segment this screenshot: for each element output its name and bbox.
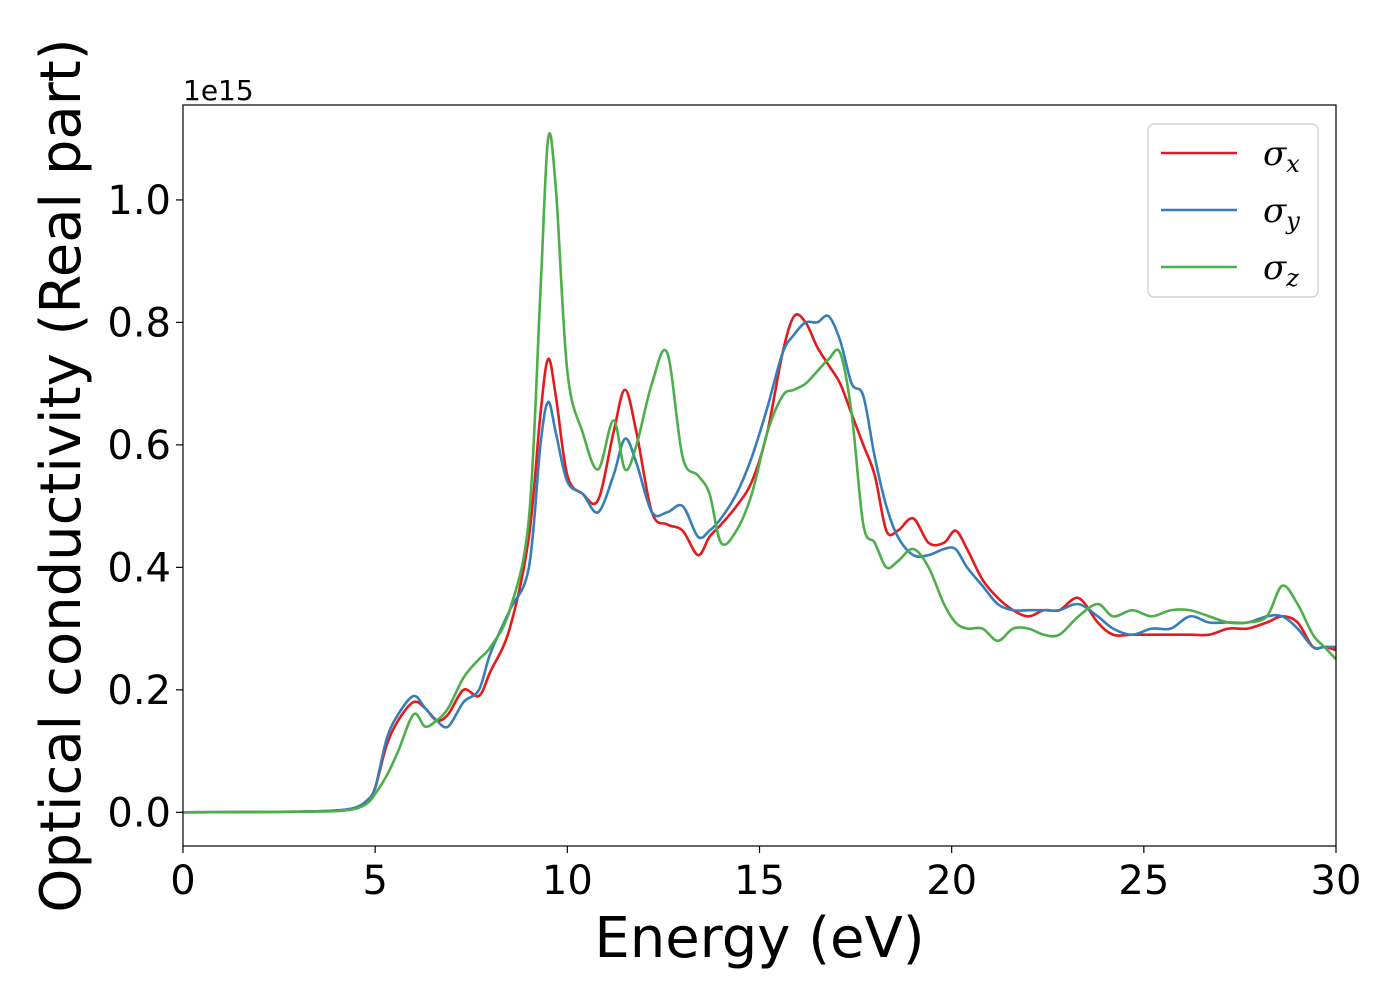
y-axis-title: Optical conductivity (Real part) [29, 38, 94, 912]
series-line-y [182, 314, 1336, 814]
x-tick-label: 30 [1311, 858, 1362, 904]
x-tick-label: 10 [542, 858, 593, 904]
x-axis-title: Energy (eV) [594, 906, 924, 971]
y-tick-label: 0.4 [107, 545, 171, 591]
series-line-z [182, 132, 1337, 814]
y-tick-label: 0.8 [107, 300, 171, 346]
legend-entry-y[interactable]: σy [1161, 191, 1300, 235]
x-tick-label: 5 [362, 858, 387, 904]
legend-label: σy [1263, 191, 1300, 235]
y-tick-label: 0.6 [107, 423, 171, 469]
legend-entry-z[interactable]: σz [1161, 248, 1299, 292]
y-tick-label: 0.0 [107, 790, 171, 836]
y-axis: 0.0 0.2 0.4 0.6 0.8 1.0 [107, 178, 183, 836]
legend-label: σz [1263, 248, 1299, 292]
x-tick-label: 15 [734, 858, 785, 904]
y-offset-label: 1e15 [183, 74, 254, 107]
legend-entry-x[interactable]: σx [1161, 134, 1300, 178]
y-tick-label: 1.0 [107, 178, 171, 224]
x-axis: 0 5 10 15 20 25 30 [170, 846, 1361, 904]
x-tick-label: 20 [926, 858, 977, 904]
plot-background [183, 105, 1336, 846]
x-tick-label: 25 [1118, 858, 1169, 904]
legend[interactable]: σx σy σz [1147, 123, 1319, 298]
legend-label: σx [1263, 134, 1300, 178]
y-tick-label: 0.2 [107, 668, 171, 714]
x-tick-label: 0 [170, 858, 195, 904]
series-layer [182, 132, 1337, 814]
